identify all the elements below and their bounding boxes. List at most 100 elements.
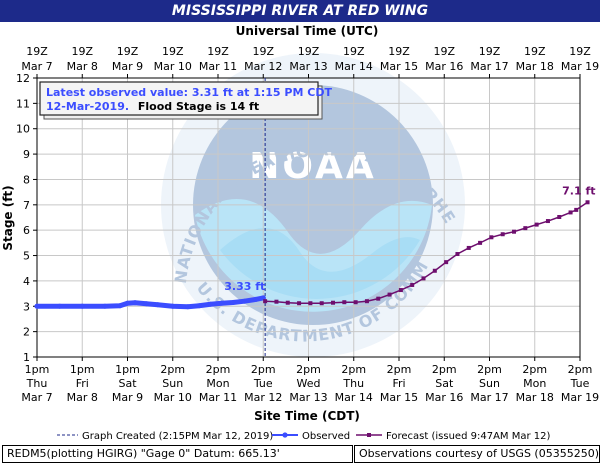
bottom-tick-label: 2pm [568, 363, 593, 376]
info-box-date: 12-Mar-2019. [46, 100, 129, 113]
bottom-tick-label: Mar 12 [244, 391, 282, 404]
observed-point [241, 298, 247, 304]
forecast-point [455, 252, 460, 257]
top-tick-label: Mar 15 [380, 60, 418, 73]
y-tick-label: 6 [23, 224, 30, 237]
bottom-tick-label: Sun [162, 377, 183, 390]
observed-point [260, 295, 266, 301]
forecast-point [585, 200, 590, 205]
forecast-point [353, 300, 358, 305]
forecast-point [364, 299, 369, 304]
bottom-tick-label: Mar 10 [154, 391, 192, 404]
bottom-tick-label: 1pm [70, 363, 95, 376]
forecast-point [421, 276, 426, 281]
bottom-tick-label: Mar 15 [380, 391, 418, 404]
top-tick-label: Mar 13 [289, 60, 327, 73]
forecast-point [557, 214, 562, 219]
bottom-tick-label: Mar 14 [335, 391, 373, 404]
y-tick-label: 9 [23, 148, 30, 161]
bottom-tick-label: 2pm [160, 363, 185, 376]
top-tick-label: Mar 14 [335, 60, 373, 73]
bottom-tick-label: Tue [253, 377, 273, 390]
gage-datum-footer: REDM5(plotting HGIRG) "Gage 0" Datum: 66… [2, 445, 353, 463]
top-tick-label: 19Z [343, 45, 365, 58]
top-tick-label: Mar 17 [470, 60, 508, 73]
forecast-point [342, 300, 347, 305]
forecast-point [500, 232, 505, 237]
top-tick-label: 19Z [388, 45, 410, 58]
forecast-point [523, 226, 528, 231]
bottom-tick-label: Mon [206, 377, 229, 390]
forecast-point [478, 240, 483, 245]
observed-point [196, 303, 202, 309]
legend-forecast-marker [367, 433, 371, 437]
top-tick-label: 19Z [524, 45, 546, 58]
observed-point [34, 303, 40, 309]
chart-grid [36, 77, 581, 358]
latest-value-info-box: Latest observed value: 3.31 ft at 1:15 P… [39, 81, 332, 120]
bottom-tick-label: Mon [523, 377, 546, 390]
y-tick-label: 8 [23, 173, 30, 186]
top-tick-label: Mar 16 [425, 60, 463, 73]
observed-point [155, 302, 161, 308]
top-tick-label: 19Z [71, 45, 93, 58]
y-tick-label: 7 [23, 199, 30, 212]
forecast-series [263, 200, 590, 306]
y-tick-label: 12 [16, 72, 30, 85]
y-tick-label: 5 [23, 250, 30, 263]
svg-text:12-Mar-2019. Flood Stage: 12-Mar-2019. Flood Stage is 14 ft [46, 100, 259, 113]
bottom-tick-label: 2pm [387, 363, 412, 376]
top-tick-label: Mar 12 [244, 60, 282, 73]
forecast-point [285, 300, 290, 305]
forecast-point [534, 222, 539, 227]
observed-point [170, 303, 176, 309]
bottom-tick-label: 2pm [522, 363, 547, 376]
bottom-tick-label: Mar 16 [425, 391, 463, 404]
forecast-point [432, 268, 437, 273]
top-tick-label: Mar 10 [154, 60, 192, 73]
bottom-tick-label: 2pm [251, 363, 276, 376]
top-tick-label: 19Z [433, 45, 455, 58]
top-tick-label: Mar 8 [67, 60, 98, 73]
bottom-tick-label: 2pm [206, 363, 231, 376]
info-box-latest-value: Latest observed value: 3.31 ft at 1:15 P… [46, 86, 332, 99]
forecast-point [319, 301, 324, 306]
forecast-point [466, 245, 471, 250]
forecast-point [512, 229, 517, 234]
info-box-flood-stage: Flood Stage is 14 ft [138, 100, 259, 113]
top-tick-label: Mar 19 [561, 60, 599, 73]
bottom-tick-label: Mar 13 [289, 391, 327, 404]
bottom-tick-label: Mar 9 [112, 391, 143, 404]
legend-observed-marker [282, 432, 288, 438]
bottom-tick-label: Sat [118, 377, 137, 390]
bottom-tick-label: 2pm [296, 363, 321, 376]
observed-point [219, 300, 225, 306]
top-tick-label: 19Z [569, 45, 591, 58]
legend-observed: Observed [302, 431, 350, 442]
bottom-tick-label: 2pm [432, 363, 457, 376]
forecast-point [398, 288, 403, 293]
forecast-point [308, 301, 313, 306]
bottom-tick-label: Thu [342, 377, 364, 390]
bottom-tick-label: Sat [435, 377, 454, 390]
observed-point [185, 304, 191, 310]
top-tick-label: Mar 11 [199, 60, 237, 73]
top-axis-ticks: 19Z Mar 7 19Z Mar 8 19Z Mar 9 19Z Mar 10 19Z Mar … [21, 45, 599, 78]
bottom-tick-label: 2pm [477, 363, 502, 376]
forecast-point [410, 282, 415, 287]
top-tick-label: 19Z [207, 45, 229, 58]
forecast-end-label: 7.1 ft [562, 184, 595, 197]
top-tick-label: 19Z [117, 45, 139, 58]
y-tick-label: 10 [16, 123, 30, 136]
y-tick-label: 3 [23, 300, 30, 313]
noaa-seal-text: NOAA [249, 146, 377, 187]
top-tick-label: Mar 9 [112, 60, 143, 73]
bottom-tick-label: Mar 18 [516, 391, 554, 404]
forecast-point [568, 210, 573, 215]
y-tick-label: 2 [23, 326, 30, 339]
observed-point [143, 301, 149, 307]
y-tick-label: 1 [23, 351, 30, 364]
bottom-tick-label: Mar 19 [561, 391, 599, 404]
bottom-tick-label: 2pm [341, 363, 366, 376]
